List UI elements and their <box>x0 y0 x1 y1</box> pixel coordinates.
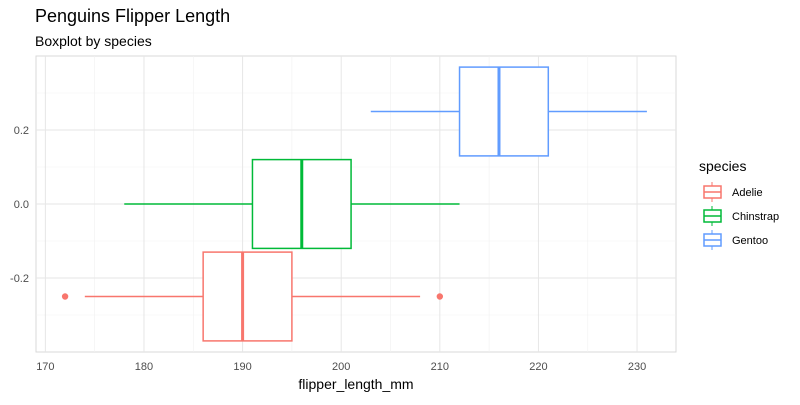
outlier-point-adelie <box>436 293 444 300</box>
y-tick-label: 0.2 <box>14 125 29 137</box>
box-adelie <box>61 251 444 342</box>
legend: species Adelie Chinstrap Gentoo <box>699 158 779 250</box>
x-tick-label: 200 <box>332 361 350 373</box>
box-gentoo <box>370 66 647 157</box>
x-tick-label: 170 <box>36 361 54 373</box>
iqr-box-adelie <box>202 251 293 342</box>
outlier-point-adelie <box>61 293 69 300</box>
legend-item-gentoo: Gentoo <box>703 230 768 250</box>
minor-gridlines <box>36 56 676 352</box>
chart-title: Penguins Flipper Length <box>35 6 230 26</box>
legend-item-adelie: Adelie <box>703 182 763 202</box>
x-tick-label: 190 <box>233 361 251 373</box>
x-axis-ticks: 170 180 190 200 210 220 230 <box>36 361 646 373</box>
legend-title: species <box>699 158 746 174</box>
legend-item-chinstrap: Chinstrap <box>703 206 779 226</box>
legend-label-gentoo: Gentoo <box>732 235 768 247</box>
y-tick-label: -0.2 <box>10 273 29 285</box>
box-chinstrap <box>124 158 460 250</box>
legend-label-chinstrap: Chinstrap <box>732 211 779 223</box>
x-tick-label: 220 <box>529 361 547 373</box>
x-axis-label: flipper_length_mm <box>298 376 413 392</box>
y-tick-label: 0.0 <box>14 199 29 211</box>
x-tick-label: 230 <box>628 361 646 373</box>
boxes-layer <box>61 66 647 342</box>
chart-subtitle: Boxplot by species <box>35 33 152 49</box>
x-tick-label: 180 <box>135 361 153 373</box>
y-axis-ticks: -0.2 0.0 0.2 <box>10 125 29 285</box>
iqr-box-gentoo <box>458 66 550 157</box>
legend-label-adelie: Adelie <box>732 187 763 199</box>
x-tick-label: 210 <box>431 361 449 373</box>
